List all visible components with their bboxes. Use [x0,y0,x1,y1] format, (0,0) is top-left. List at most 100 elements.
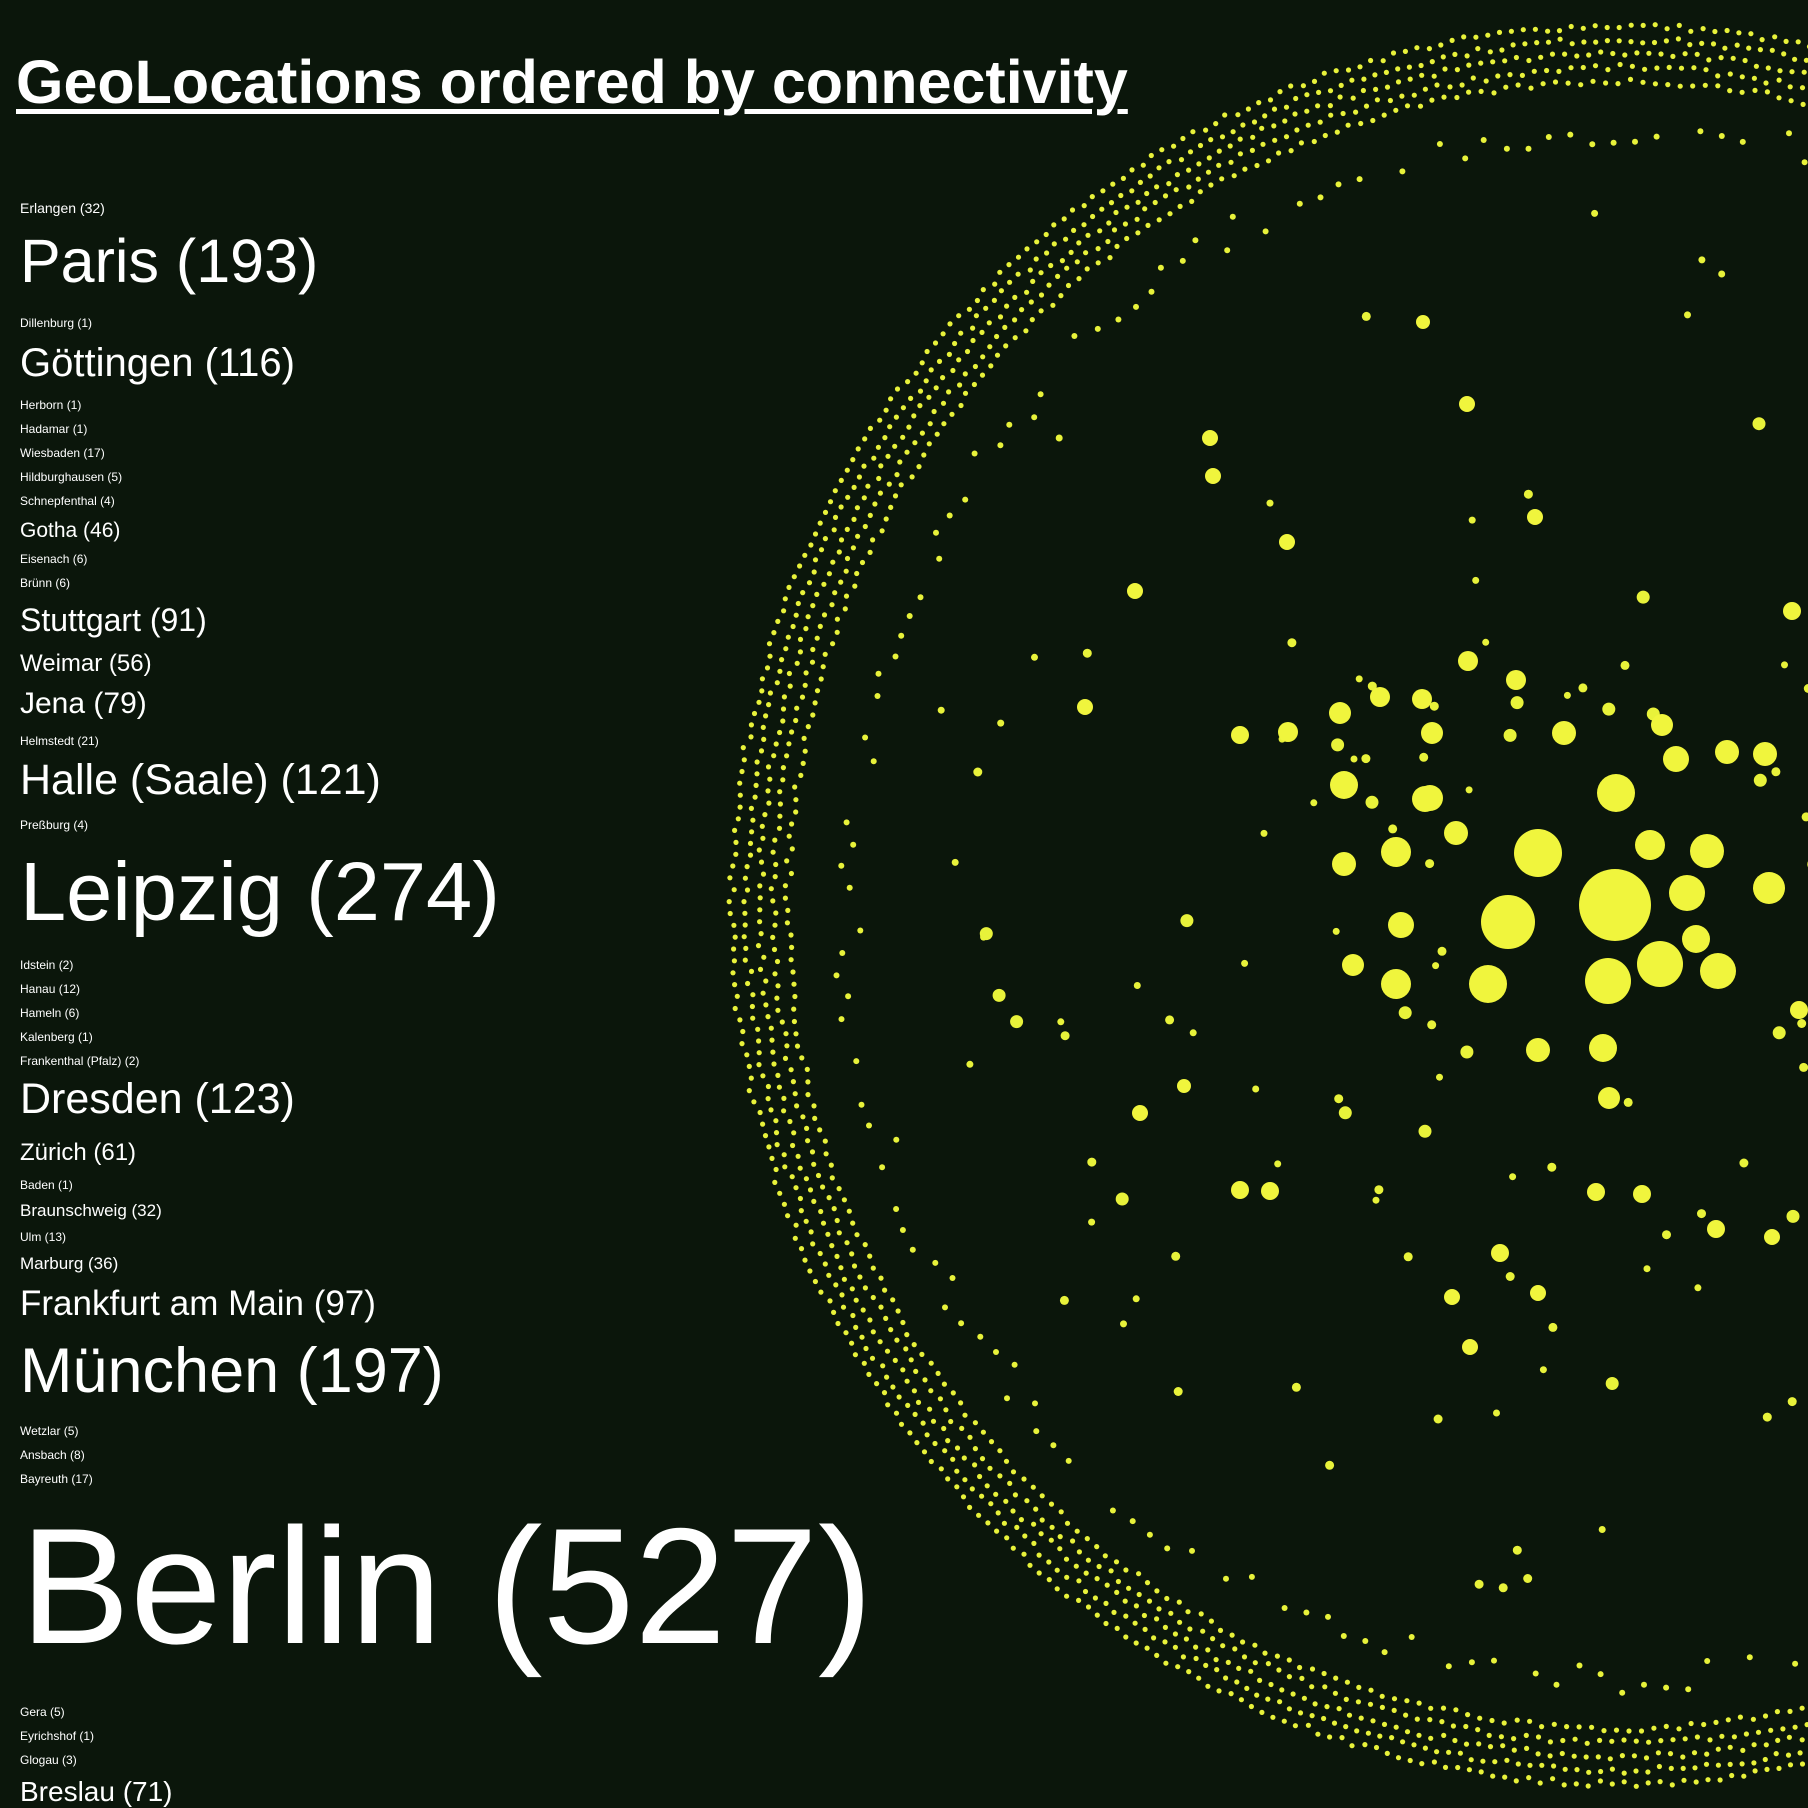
outer-ring-node[interactable] [726,899,732,905]
middle-ring-node[interactable] [846,884,853,891]
outer-ring-node[interactable] [1276,150,1282,156]
outer-ring-node[interactable] [776,825,783,831]
outer-ring-node[interactable] [810,603,816,609]
outer-ring-node[interactable] [946,389,952,395]
outer-ring-node[interactable] [1327,1734,1333,1740]
outer-ring-node[interactable] [793,717,799,724]
outer-ring-node[interactable] [834,616,841,622]
outer-ring-node[interactable] [1688,28,1694,34]
outer-ring-node[interactable] [811,1198,817,1204]
middle-ring-node[interactable] [1281,1605,1288,1611]
outer-ring-node[interactable] [805,1092,811,1098]
outer-ring-node[interactable] [1245,106,1251,112]
middle-ring-node[interactable] [1006,421,1013,428]
middle-ring-node[interactable] [1224,247,1231,254]
outer-ring-node[interactable] [782,883,789,889]
outer-ring-node[interactable] [1799,1705,1805,1711]
location-hadamar[interactable]: Hadamar (1) [20,422,88,436]
outer-ring-node[interactable] [844,1240,850,1246]
outer-ring-node[interactable] [1534,40,1540,46]
outer-ring-node[interactable] [1265,1696,1271,1702]
outer-ring-node[interactable] [812,1115,818,1121]
interior-node[interactable] [1698,256,1706,264]
middle-ring-node[interactable] [1718,133,1725,139]
outer-ring-node[interactable] [1463,1723,1469,1730]
outer-ring-node[interactable] [1783,38,1789,45]
outer-ring-node[interactable] [742,910,748,916]
outer-ring-node[interactable] [1503,84,1509,90]
outer-ring-node[interactable] [1220,1643,1226,1649]
location-erlangen[interactable]: Erlangen (32) [20,200,105,216]
hub-node[interactable] [1127,583,1143,599]
outer-ring-node[interactable] [923,378,929,384]
outer-ring-node[interactable] [1214,1667,1220,1673]
outer-ring-node[interactable] [777,729,783,736]
middle-ring-node[interactable] [1567,131,1574,138]
outer-ring-node[interactable] [1573,1781,1579,1787]
outer-ring-node[interactable] [825,1231,831,1237]
outer-ring-node[interactable] [799,694,806,700]
outer-ring-node[interactable] [1102,1553,1108,1559]
outer-ring-node[interactable] [1356,1684,1362,1690]
hub-node[interactable] [1753,872,1785,904]
outer-ring-node[interactable] [731,946,737,952]
middle-ring-node[interactable] [936,555,943,562]
hub-node[interactable] [1585,958,1631,1004]
outer-ring-node[interactable] [742,875,749,881]
outer-ring-node[interactable] [838,1265,844,1271]
outer-ring-node[interactable] [1545,39,1552,45]
outer-ring-node[interactable] [1147,173,1153,179]
outer-ring-node[interactable] [775,1072,781,1078]
interior-node[interactable] [1266,499,1274,507]
outer-ring-node[interactable] [1391,1696,1398,1702]
outer-ring-node[interactable] [1257,1677,1263,1683]
outer-ring-node[interactable] [752,794,758,800]
outer-ring-node[interactable] [829,1175,835,1181]
outer-ring-node[interactable] [1441,1732,1447,1738]
location-bayreuth[interactable]: Bayreuth (17) [20,1472,93,1486]
outer-ring-node[interactable] [1619,1753,1625,1759]
outer-ring-node[interactable] [820,664,826,670]
middle-ring-node[interactable] [1340,1633,1347,1639]
outer-ring-node[interactable] [1658,51,1664,57]
outer-ring-node[interactable] [1054,1567,1060,1573]
outer-ring-node[interactable] [869,1355,876,1361]
outer-ring-node[interactable] [737,780,743,786]
outer-ring-node[interactable] [878,463,884,469]
outer-ring-node[interactable] [1309,1666,1316,1672]
outer-ring-node[interactable] [1781,51,1787,57]
middle-ring-node[interactable] [1663,1684,1670,1691]
outer-ring-node[interactable] [788,957,794,963]
outer-ring-node[interactable] [1390,50,1397,56]
location-halle-saale[interactable]: Halle (Saale) (121) [20,756,381,804]
outer-ring-node[interactable] [765,1096,771,1102]
interior-node[interactable] [1465,786,1473,794]
outer-ring-node[interactable] [1459,82,1465,88]
interior-node[interactable] [1088,1218,1096,1226]
location-herborn[interactable]: Herborn (1) [20,398,82,412]
outer-ring-node[interactable] [1223,1675,1229,1681]
outer-ring-node[interactable] [786,833,792,839]
outer-ring-node[interactable] [1154,1588,1160,1594]
outer-ring-node[interactable] [1142,206,1148,212]
outer-ring-node[interactable] [1513,1778,1519,1784]
outer-ring-node[interactable] [777,813,783,819]
hub-node[interactable] [1077,699,1093,715]
outer-ring-node[interactable] [810,646,816,653]
outer-ring-node[interactable] [1064,1593,1070,1599]
outer-ring-node[interactable] [1438,42,1444,48]
outer-ring-node[interactable] [781,608,787,614]
outer-ring-node[interactable] [770,849,776,855]
outer-ring-node[interactable] [1343,1696,1349,1702]
outer-ring-node[interactable] [748,734,754,740]
outer-ring-node[interactable] [1569,41,1575,47]
outer-ring-node[interactable] [1030,278,1036,284]
outer-ring-node[interactable] [1031,1521,1037,1527]
outer-ring-node[interactable] [1283,104,1290,110]
outer-ring-node[interactable] [1495,73,1501,79]
outer-ring-node[interactable] [912,440,918,446]
outer-ring-node[interactable] [1627,76,1634,82]
outer-ring-node[interactable] [1449,37,1455,44]
hub-node[interactable] [1444,821,1468,845]
outer-ring-node[interactable] [1208,182,1214,188]
